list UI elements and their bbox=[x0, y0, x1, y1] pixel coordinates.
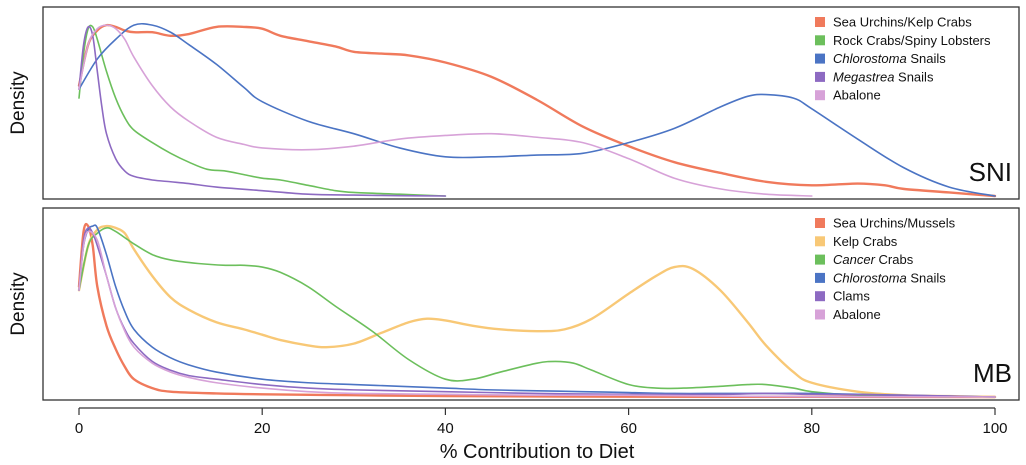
legend-label: Chlorostoma Snails bbox=[833, 51, 946, 66]
panel-sni: Density SNI Sea Urchins/Kelp Crabs Rock C… bbox=[8, 6, 1020, 200]
legend-swatch bbox=[815, 218, 825, 228]
legend-swatch bbox=[815, 291, 825, 302]
density-curve-megastrea-snails bbox=[78, 25, 447, 197]
density-curve-cancer-crabs bbox=[78, 227, 950, 398]
legend-label: Kelp Crabs bbox=[833, 234, 898, 249]
legend-item: Kelp Crabs bbox=[815, 234, 898, 249]
legend-item: Chlorostoma Snails bbox=[815, 51, 946, 66]
legend-item: Megastrea Snails bbox=[815, 69, 934, 84]
x-axis-label: % Contribution to Diet bbox=[440, 441, 635, 463]
x-tick-label: 0 bbox=[75, 420, 83, 437]
legend: Sea Urchins/Kelp Crabs Rock Crabs/Spiny L… bbox=[815, 15, 991, 103]
density-curve-abalone bbox=[78, 24, 813, 197]
legend-swatch bbox=[815, 254, 825, 265]
legend-swatch bbox=[815, 17, 825, 27]
density-curve-abalone bbox=[78, 230, 996, 398]
legend-swatch bbox=[815, 90, 825, 101]
legend-item: Sea Urchins/Kelp Crabs bbox=[815, 15, 972, 30]
x-ticks: 0 20 40 60 80 100 bbox=[75, 408, 1008, 437]
legend-label: Megastrea Snails bbox=[833, 69, 934, 84]
density-curve-sea-urchins-mussels bbox=[77, 222, 997, 399]
density-curve-rock-crabs-spiny-lobsters bbox=[78, 24, 447, 197]
panel-frame bbox=[42, 207, 1020, 401]
legend-label: Rock Crabs/Spiny Lobsters bbox=[833, 33, 991, 48]
legend-item: Cancer Crabs bbox=[815, 252, 914, 267]
panel-mb: Density MB Sea Urchins/Mussels Kelp Crabs… bbox=[8, 207, 1020, 401]
density-curve-sea-urchins-kelp-crabs bbox=[77, 23, 997, 198]
panel-tag: SNI bbox=[969, 157, 1012, 187]
legend-item: Chlorostoma Snails bbox=[815, 270, 946, 285]
density-curves bbox=[77, 222, 997, 399]
legend-swatch bbox=[815, 236, 825, 247]
x-tick-label: 20 bbox=[254, 420, 271, 437]
legend: Sea Urchins/Mussels Kelp Crabs Cancer Crab… bbox=[815, 216, 956, 322]
x-tick-label: 40 bbox=[437, 420, 454, 437]
legend-swatch bbox=[815, 309, 825, 320]
legend-item: Abalone bbox=[815, 88, 881, 103]
legend-item: Sea Urchins/Mussels bbox=[815, 216, 956, 231]
legend-swatch bbox=[815, 272, 825, 283]
legend-item: Clams bbox=[815, 289, 870, 304]
x-tick-label: 80 bbox=[803, 420, 820, 437]
density-curve-chlorostoma-snails bbox=[78, 224, 996, 398]
density-curve-chlorostoma-snails bbox=[78, 22, 996, 197]
legend-item: Rock Crabs/Spiny Lobsters bbox=[815, 33, 991, 48]
x-axis: 0 20 40 60 80 100 % Contribution to Diet bbox=[75, 407, 1008, 463]
legend-label: Cancer Crabs bbox=[833, 252, 914, 267]
legend-item: Abalone bbox=[815, 307, 881, 322]
density-curve-clams bbox=[78, 226, 996, 398]
legend-label: Abalone bbox=[833, 307, 881, 322]
legend-label: Sea Urchins/Kelp Crabs bbox=[833, 15, 972, 30]
legend-label: Sea Urchins/Mussels bbox=[833, 216, 956, 231]
legend-label: Clams bbox=[833, 289, 870, 304]
legend-label: Abalone bbox=[833, 88, 881, 103]
legend-swatch bbox=[815, 35, 825, 46]
panel-frame bbox=[42, 6, 1020, 200]
x-tick-label: 100 bbox=[982, 420, 1007, 437]
panel-tag: MB bbox=[973, 358, 1012, 388]
legend-swatch bbox=[815, 53, 825, 64]
density-curve-kelp-crabs bbox=[77, 224, 997, 399]
y-axis-label: Density bbox=[8, 71, 29, 135]
x-tick-label: 60 bbox=[620, 420, 637, 437]
y-axis-label: Density bbox=[8, 272, 29, 336]
legend-label: Chlorostoma Snails bbox=[833, 270, 946, 285]
density-curves bbox=[77, 22, 997, 198]
legend-swatch bbox=[815, 71, 825, 82]
